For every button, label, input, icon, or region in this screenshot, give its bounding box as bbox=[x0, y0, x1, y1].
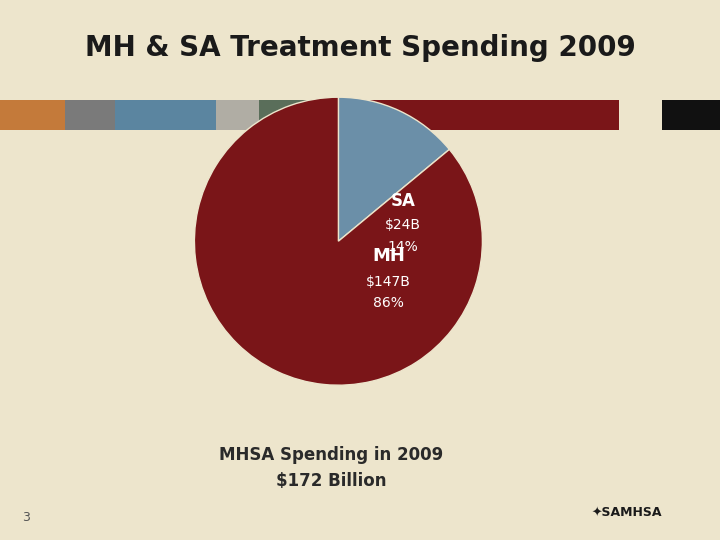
Bar bbox=[662, 100, 720, 130]
Text: SA: SA bbox=[390, 192, 415, 210]
Text: MH & SA Treatment Spending 2009: MH & SA Treatment Spending 2009 bbox=[85, 34, 635, 62]
Bar bbox=[115, 100, 216, 130]
Bar bbox=[619, 100, 662, 130]
Bar bbox=[65, 100, 115, 130]
Text: $24B: $24B bbox=[385, 218, 421, 232]
Bar bbox=[259, 100, 353, 130]
Bar bbox=[353, 100, 619, 130]
Wedge shape bbox=[338, 97, 449, 241]
Text: MH: MH bbox=[372, 247, 405, 265]
Text: MHSA Spending in 2009
$172 Billion: MHSA Spending in 2009 $172 Billion bbox=[219, 446, 444, 490]
Text: 86%: 86% bbox=[374, 296, 404, 310]
Text: $147B: $147B bbox=[366, 274, 411, 288]
Text: 14%: 14% bbox=[387, 240, 418, 254]
Text: ✦SAMHSA: ✦SAMHSA bbox=[592, 507, 662, 519]
Bar bbox=[0, 100, 65, 130]
Wedge shape bbox=[194, 97, 482, 385]
Text: 3: 3 bbox=[22, 511, 30, 524]
Bar bbox=[216, 100, 259, 130]
